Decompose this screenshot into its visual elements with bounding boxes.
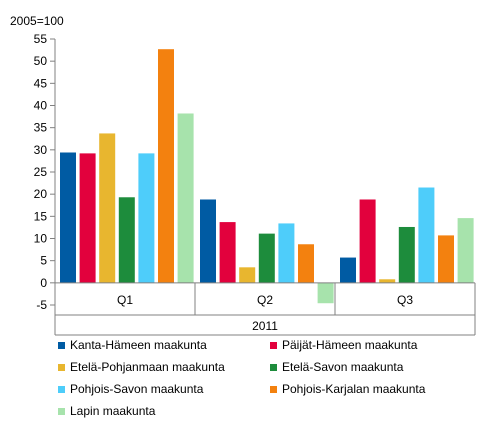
axes-layer: -5 0 5 10 15 20 25 30 35 40 45 50 55 Q1 Q2 Q3 2011 <box>34 32 476 336</box>
y-tick-label: 25 <box>34 165 48 179</box>
y-tick-label: 50 <box>34 54 48 68</box>
legend-label-1: Kanta-Hämeen maakunta <box>70 338 207 352</box>
legend-label-5: Pohjois-Savon maakunta <box>70 382 204 396</box>
category-label-q2: Q2 <box>257 293 273 307</box>
bar-q2-series-4 <box>258 233 275 283</box>
legend-label-2: Päijät-Hämeen maakunta <box>282 338 418 352</box>
y-tick-label: 20 <box>34 187 48 201</box>
bar-q2-series-6 <box>298 244 314 283</box>
y-tick-label: 30 <box>34 143 48 157</box>
legend-label-6: Pohjois-Karjalan maakunta <box>282 382 426 396</box>
category-label-q3: Q3 <box>397 293 413 307</box>
bar-q1-series-4 <box>118 197 135 283</box>
legend-swatch-4 <box>270 364 277 371</box>
legend-swatch-2 <box>270 342 277 349</box>
legend-label-3: Etelä-Pohjanmaan maakunta <box>70 360 225 374</box>
bar-q2-series-1 <box>200 199 216 283</box>
y-axis-unit-label: 2005=100 <box>10 14 64 28</box>
group-label: 2011 <box>252 319 278 333</box>
bar-q2-series-7 <box>317 282 334 304</box>
bar-q3-series-5 <box>418 187 435 283</box>
y-tick-label: 10 <box>34 232 48 246</box>
y-tick-label: 15 <box>34 209 48 223</box>
legend-swatch-1 <box>58 342 65 349</box>
y-tick-label: 0 <box>40 276 47 290</box>
bar-q1-series-6 <box>158 49 174 283</box>
legend-label-4: Etelä-Savon maakunta <box>282 360 404 374</box>
bar-q3-series-4 <box>398 226 415 283</box>
bar-q1-series-3 <box>99 133 116 283</box>
legend: Kanta-Hämeen maakunta Päijät-Hämeen maaku… <box>58 338 426 418</box>
legend-swatch-5 <box>58 386 65 393</box>
bar-q3-series-1 <box>340 257 356 283</box>
y-tick-label: 5 <box>40 254 47 268</box>
bar-q3-series-3 <box>379 279 396 283</box>
category-label-q1: Q1 <box>117 293 133 307</box>
y-tick-label: -5 <box>36 298 47 312</box>
bar-q1-series-7 <box>177 113 194 283</box>
bar-q1-series-1 <box>60 152 76 283</box>
y-tick-label: 35 <box>34 121 48 135</box>
y-tick-label: 40 <box>34 99 48 113</box>
legend-label-7: Lapin maakunta <box>70 404 156 418</box>
bar-q2-series-3 <box>239 267 256 283</box>
bar-q3-series-7 <box>457 218 474 283</box>
bar-q2-series-2 <box>219 222 236 283</box>
bar-q3-series-2 <box>359 199 376 283</box>
legend-swatch-6 <box>270 386 277 393</box>
bar-q1-series-5 <box>138 153 155 283</box>
bar-q1-series-2 <box>79 153 96 283</box>
legend-swatch-3 <box>58 364 65 371</box>
bar-q2-series-5 <box>278 223 295 283</box>
legend-swatch-7 <box>58 408 65 415</box>
bar-q3-series-6 <box>438 235 454 283</box>
y-tick-label: 45 <box>34 76 48 90</box>
bars-layer <box>60 49 474 304</box>
y-tick-label: 55 <box>34 32 48 46</box>
